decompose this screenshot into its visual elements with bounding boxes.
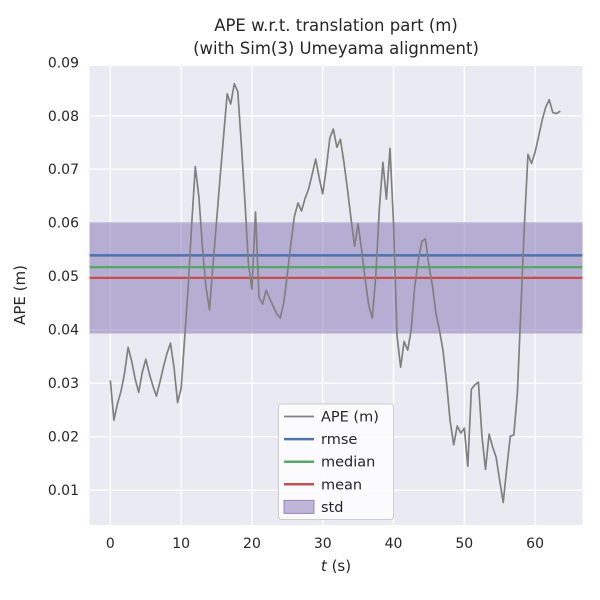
legend-sample-std-patch [283, 499, 315, 514]
y-axis-label: APE (m) [11, 265, 29, 325]
stat-lines [89, 254, 583, 280]
legend: APE (m) rmse median mean std [278, 403, 394, 520]
ape-series-path [109, 82, 561, 504]
y-tick-label: 0.05 [48, 269, 79, 285]
y-tick-label: 0.02 [48, 430, 79, 446]
x-tick-label: 50 [455, 536, 473, 552]
x-axis-label: t (s) [321, 557, 351, 575]
x-tick-label: 20 [243, 536, 261, 552]
legend-label: std [321, 500, 343, 516]
y-tick-label: 0.09 [48, 55, 79, 71]
y-tick-label: 0.01 [48, 483, 79, 499]
x-tick-label: 0 [106, 536, 115, 552]
chart-title-line1: APE w.r.t. translation part (m) [214, 16, 458, 35]
y-tick-label: 0.08 [48, 109, 79, 125]
legend-label: median [321, 455, 375, 471]
chart-title-line2: (with Sim(3) Umeyama alignment) [193, 39, 479, 58]
x-tick-label: 10 [172, 536, 190, 552]
y-tick-labels: 0.01 0.02 0.03 0.04 0.05 0.06 0.07 0.08 0.09 [48, 55, 79, 499]
legend-label: mean [321, 477, 362, 493]
legend-box [278, 403, 394, 520]
x-tick-label: 60 [526, 536, 544, 552]
y-tick-label: 0.06 [48, 216, 79, 232]
y-tick-label: 0.07 [48, 162, 79, 178]
y-tick-label: 0.04 [48, 323, 79, 339]
ape-line [109, 82, 561, 504]
y-tick-label: 0.03 [48, 376, 79, 392]
legend-label: APE (m) [321, 410, 379, 426]
x-tick-label: 40 [385, 536, 403, 552]
x-tick-label: 30 [314, 536, 332, 552]
legend-label: rmse [321, 432, 357, 448]
x-tick-labels: 0 10 20 30 40 50 60 [106, 536, 544, 552]
